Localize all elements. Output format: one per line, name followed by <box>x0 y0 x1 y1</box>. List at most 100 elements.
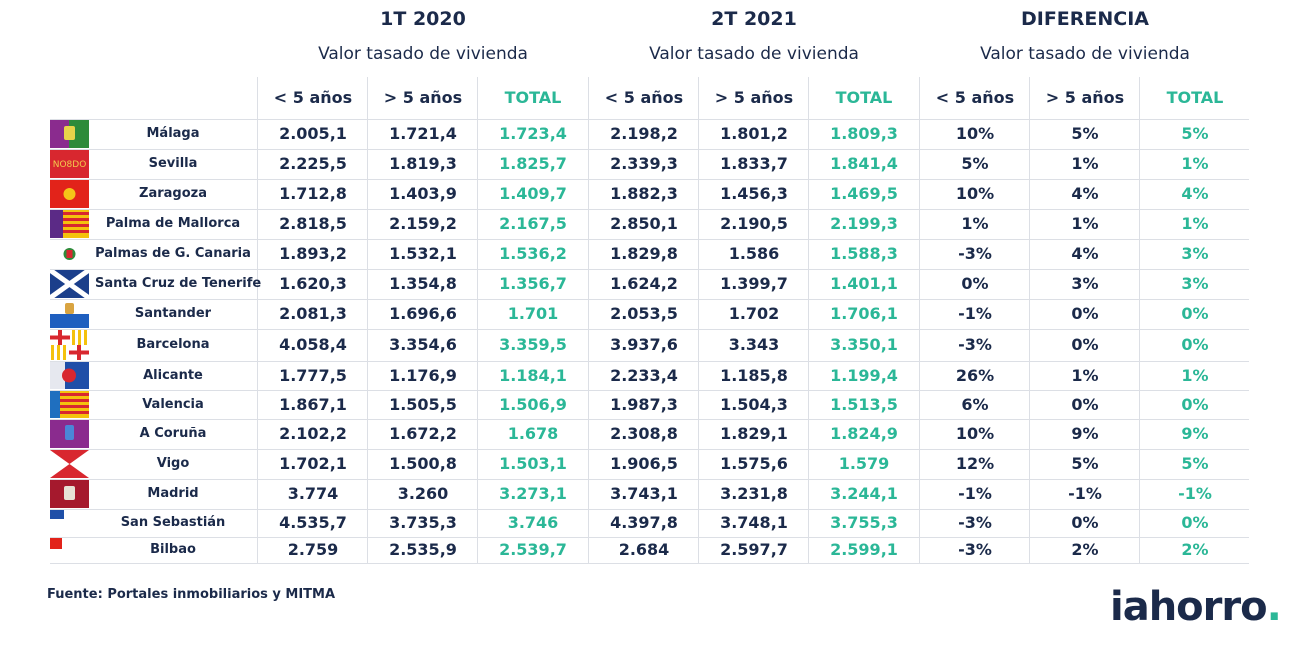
table-cell: 1.579 <box>838 454 890 473</box>
madrid-flag <box>50 480 89 508</box>
table-cell: 1.801,2 <box>720 124 788 143</box>
table-cell: 2.225,5 <box>279 154 347 173</box>
table-cell: 0% <box>1181 304 1209 323</box>
table-cell: 0% <box>1071 335 1099 354</box>
table-cell: 1% <box>1071 366 1099 385</box>
row-divider <box>50 390 1249 391</box>
table-cell: 1.504,3 <box>720 395 788 414</box>
table-cell: 1.586 <box>728 244 780 263</box>
group-subtitle: Valor tasado de vivienda <box>980 44 1190 64</box>
table-cell: 1.409,7 <box>499 184 567 203</box>
column-header: > 5 años <box>1045 88 1125 107</box>
table-cell: 2.684 <box>618 540 670 559</box>
table-cell: 1.678 <box>507 424 559 443</box>
table-cell: 1.723,4 <box>499 124 567 143</box>
table-cell: 1.176,9 <box>389 366 457 385</box>
table-cell: 2.233,4 <box>610 366 678 385</box>
column-header: < 5 años <box>935 88 1015 107</box>
city-name: A Coruña <box>139 426 207 441</box>
column-header: < 5 años <box>273 88 353 107</box>
source-note: Fuente: Portales inmobiliarios y MITMA <box>47 587 336 602</box>
table-cell: 1.500,8 <box>389 454 457 473</box>
table-cell: 1.829,8 <box>610 244 678 263</box>
table-cell: -1% <box>1178 484 1212 503</box>
table-cell: 2.818,5 <box>279 214 347 233</box>
table-cell: 3.735,3 <box>389 513 457 532</box>
column-header: < 5 años <box>604 88 684 107</box>
table-cell: 10% <box>955 124 995 143</box>
las-palmas-flag <box>50 240 89 268</box>
table-cell: 4% <box>1181 184 1209 203</box>
table-cell: 1.536,2 <box>499 244 567 263</box>
table-cell: 2.102,2 <box>279 424 347 443</box>
tenerife-flag <box>50 270 89 298</box>
table-cell: 1.987,3 <box>610 395 678 414</box>
group-title: 2T 2021 <box>711 8 797 30</box>
city-name: Zaragoza <box>139 186 207 201</box>
table-cell: 5% <box>1181 454 1209 473</box>
table-cell: 1.702 <box>728 304 780 323</box>
city-name: Málaga <box>146 126 200 141</box>
city-name: Barcelona <box>136 337 210 352</box>
table-cell: 3% <box>1181 274 1209 293</box>
table-cell: 1.829,1 <box>720 424 788 443</box>
table-cell: 3.244,1 <box>830 484 898 503</box>
table-cell: 5% <box>1071 124 1099 143</box>
city-name: Bilbao <box>150 542 196 557</box>
table-cell: 3.755,3 <box>830 513 898 532</box>
table-cell: 1.825,7 <box>499 154 567 173</box>
column-header: TOTAL <box>1166 88 1224 107</box>
table-cell: -3% <box>958 513 992 532</box>
alicante-flag <box>50 362 89 389</box>
table-cell: 2.308,8 <box>610 424 678 443</box>
santander-flag <box>50 300 89 328</box>
column-divider <box>698 77 699 563</box>
table-cell: 1.833,7 <box>720 154 788 173</box>
table-cell: 3.354,6 <box>389 335 457 354</box>
a-coruna-flag <box>50 420 89 448</box>
table-cell: 1.403,9 <box>389 184 457 203</box>
table-cell: 5% <box>1181 124 1209 143</box>
row-divider <box>50 509 1249 510</box>
table-cell: 9% <box>1071 424 1099 443</box>
column-divider <box>919 77 920 563</box>
sevilla-flag: NO8DO <box>50 150 89 178</box>
madrid-flag <box>50 480 89 508</box>
vigo-flag <box>50 450 89 478</box>
sevilla-flag: NO8DO <box>50 150 89 178</box>
santander-flag <box>50 300 89 328</box>
row-divider <box>50 449 1249 450</box>
table-cell: 1.513,5 <box>830 395 898 414</box>
table-cell: 3.343 <box>728 335 780 354</box>
table-cell: 3.743,1 <box>610 484 678 503</box>
table-cell: 1.401,1 <box>830 274 898 293</box>
palma-flag <box>50 210 89 238</box>
barcelona-flag <box>50 330 89 360</box>
table-cell: 1.503,1 <box>499 454 567 473</box>
city-name: Palmas de G. Canaria <box>95 246 251 261</box>
table-cell: -1% <box>958 484 992 503</box>
table-cell: 1.893,2 <box>279 244 347 263</box>
row-divider <box>50 209 1249 210</box>
table-cell: 1.469,5 <box>830 184 898 203</box>
table-cell: 1.824,9 <box>830 424 898 443</box>
row-divider <box>50 269 1249 270</box>
table-cell: 1.702,1 <box>279 454 347 473</box>
table-cell: 2.759 <box>287 540 339 559</box>
table-cell: 3% <box>1071 274 1099 293</box>
city-name: Santander <box>134 306 212 321</box>
table-cell: 2.190,5 <box>720 214 788 233</box>
table-cell: 3.350,1 <box>830 335 898 354</box>
row-divider <box>50 329 1249 330</box>
table-cell: 1.399,7 <box>720 274 788 293</box>
malaga-flag <box>50 120 89 148</box>
table-cell: 0% <box>1181 395 1209 414</box>
table-cell: 26% <box>955 366 995 385</box>
column-header: TOTAL <box>504 88 562 107</box>
group-subtitle: Valor tasado de vivienda <box>318 44 528 64</box>
table-cell: 1.712,8 <box>279 184 347 203</box>
row-divider <box>50 119 1249 120</box>
table-cell: 4.397,8 <box>610 513 678 532</box>
table-cell: 2.339,3 <box>610 154 678 173</box>
row-divider <box>50 299 1249 300</box>
